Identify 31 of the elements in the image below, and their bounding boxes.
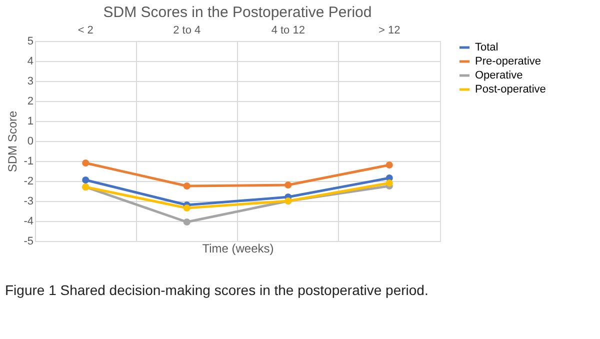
x-axis-title: Time (weeks) (202, 242, 274, 256)
y-tick-label: 3 (27, 76, 34, 88)
y-tick-label: -4 (24, 216, 34, 228)
point (183, 204, 190, 212)
point (183, 182, 190, 190)
legend-label: Post-operative (475, 84, 546, 96)
y-tick-label: -3 (24, 196, 34, 208)
point (82, 159, 90, 167)
y-tick-label: 1 (27, 116, 34, 128)
x-tick-label: 2 to 4 (173, 24, 201, 36)
point (386, 179, 393, 187)
y-tick-label: -2 (24, 176, 34, 188)
point (82, 176, 90, 184)
y-axis-title: SDM Score (6, 110, 20, 172)
y-tick-label: 2 (27, 96, 34, 108)
point (386, 161, 393, 169)
y-tick-label: -1 (24, 156, 34, 168)
y-tick-label: -5 (24, 236, 34, 248)
legend-label: Total (475, 42, 498, 54)
point (284, 181, 292, 189)
x-tick-label: < 2 (78, 24, 94, 36)
caption: Figure 1 Shared decision-making scores in the postoperative period. (5, 282, 428, 298)
y-tick-label: 0 (27, 136, 34, 148)
y-tick-label: 4 (27, 56, 34, 68)
chart-title: SDM Scores in the Postoperative Period (103, 4, 372, 21)
x-tick-label: 4 to 12 (271, 24, 305, 36)
x-tick-label: > 12 (378, 24, 400, 36)
legend-label: Pre-operative (475, 56, 542, 68)
y-tick-label: 5 (27, 36, 34, 48)
legend-label: Operative (475, 70, 523, 82)
point (183, 218, 190, 226)
